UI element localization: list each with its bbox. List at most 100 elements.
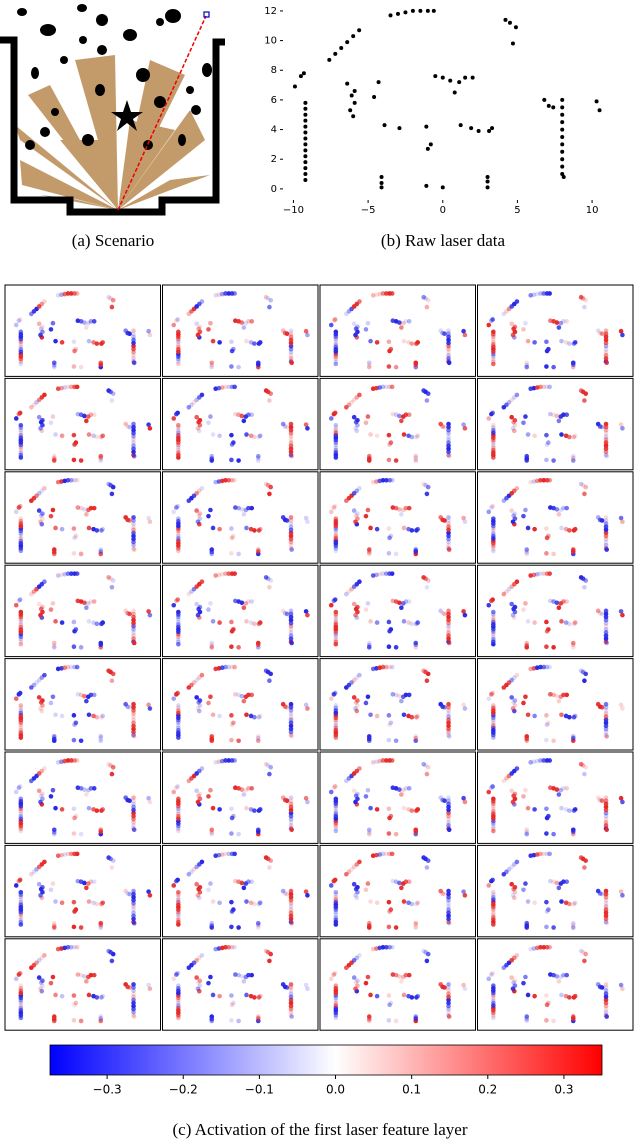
activation-point <box>534 291 540 297</box>
activation-point <box>603 991 609 997</box>
colorbar-tick-label: 0.2 <box>478 1083 497 1097</box>
activation-point <box>131 630 136 635</box>
activation-point <box>91 713 96 719</box>
activation-point <box>191 400 197 405</box>
activation-point <box>548 411 553 417</box>
activation-point <box>544 442 550 447</box>
activation-point <box>509 677 514 683</box>
activation-point <box>17 597 23 602</box>
activation-point <box>547 291 552 296</box>
activation-point <box>603 524 609 530</box>
activation-point <box>59 807 65 812</box>
activation-point <box>241 979 247 984</box>
activation-point <box>442 891 447 897</box>
activation-point <box>255 458 261 463</box>
activation-point <box>401 432 407 437</box>
activation-point <box>18 622 24 627</box>
activation-point <box>18 730 24 735</box>
activation-point <box>131 440 136 445</box>
activation-point <box>131 527 136 533</box>
activation-point <box>332 317 338 322</box>
activation-point <box>239 507 245 512</box>
activation-point <box>524 827 530 833</box>
activation-panel <box>4 377 161 471</box>
activation-point <box>88 879 94 885</box>
activation-point <box>131 530 136 536</box>
activation-point <box>509 397 514 403</box>
activation-point <box>544 899 549 905</box>
activation-point <box>544 432 549 438</box>
activation-point <box>255 925 261 930</box>
activation-point <box>16 598 22 604</box>
activation-point <box>72 477 77 483</box>
activation-point <box>109 584 115 590</box>
activation-point <box>213 573 218 578</box>
activation-point <box>332 503 338 509</box>
laser-point <box>561 175 566 180</box>
activation-point <box>288 356 294 361</box>
activation-point <box>388 346 394 352</box>
activation-point <box>446 816 451 822</box>
activation-point <box>603 1009 609 1015</box>
activation-point <box>393 831 399 837</box>
activation-point <box>71 713 77 718</box>
activation-point <box>559 338 564 344</box>
activation-point <box>582 958 587 964</box>
activation-point <box>34 493 39 499</box>
activation-point <box>544 551 549 556</box>
activation-point <box>583 858 589 863</box>
activation-point <box>48 327 54 332</box>
activation-point <box>534 571 540 577</box>
activation-point <box>388 907 394 912</box>
activation-point <box>399 698 404 704</box>
activation-point <box>399 325 404 330</box>
activation-point <box>509 321 514 327</box>
activation-point <box>127 611 132 617</box>
activation-point <box>194 508 199 513</box>
activation-point <box>331 505 337 510</box>
laser-point <box>476 129 481 134</box>
activation-point <box>252 341 257 346</box>
activation-point <box>620 426 625 431</box>
activation-panel <box>319 844 476 938</box>
activation-point <box>446 421 451 427</box>
activation-point <box>73 346 79 352</box>
activation-point <box>328 509 334 515</box>
activation-point <box>288 801 294 807</box>
activation-point <box>68 384 74 390</box>
activation-point <box>74 944 80 950</box>
activation-point <box>333 912 339 917</box>
activation-point <box>570 925 576 930</box>
activation-point <box>98 1016 104 1021</box>
activation-point <box>366 829 372 835</box>
activation-point <box>288 608 294 614</box>
activation-point <box>18 516 24 521</box>
colorbar-tick-label: −0.2 <box>169 1083 198 1097</box>
activation-point <box>59 572 64 578</box>
activation-point <box>38 606 44 612</box>
activation-point <box>71 924 77 930</box>
activation-point <box>604 360 609 366</box>
activation-point <box>425 297 431 303</box>
activation-point <box>506 867 512 872</box>
activation-point <box>249 505 255 511</box>
activation-point <box>599 518 605 523</box>
activation-point <box>406 599 412 604</box>
activation-point <box>194 321 199 327</box>
activation-point <box>147 426 153 431</box>
activation-point <box>446 334 451 340</box>
activation-panel <box>4 284 161 377</box>
activation-point <box>176 422 181 428</box>
activation-point <box>18 538 24 544</box>
activation-point <box>288 714 294 719</box>
activation-point <box>147 986 153 992</box>
laser-point <box>428 142 433 147</box>
colorbar <box>49 1044 603 1076</box>
activation-point <box>131 907 136 912</box>
activation-point <box>333 727 339 733</box>
activation-point <box>197 418 203 423</box>
activation-point <box>570 645 576 650</box>
activation-point <box>246 786 251 791</box>
activation-point <box>551 972 556 978</box>
laser-point <box>560 172 565 177</box>
